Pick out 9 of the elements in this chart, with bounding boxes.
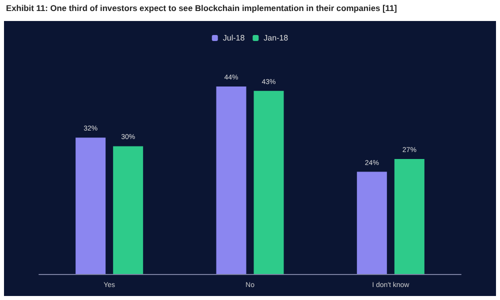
legend-label: Jul-18 <box>222 34 246 42</box>
bar <box>216 86 246 274</box>
bar <box>356 172 387 274</box>
chart-title: Exhibit 11: One third of investors expect to see Blockchain implementation in their companies [11] <box>6 3 398 13</box>
bar <box>113 146 144 274</box>
bar <box>76 138 106 274</box>
bar <box>394 158 424 274</box>
legend-label: Jan-18 <box>264 34 289 42</box>
bar <box>254 90 284 274</box>
